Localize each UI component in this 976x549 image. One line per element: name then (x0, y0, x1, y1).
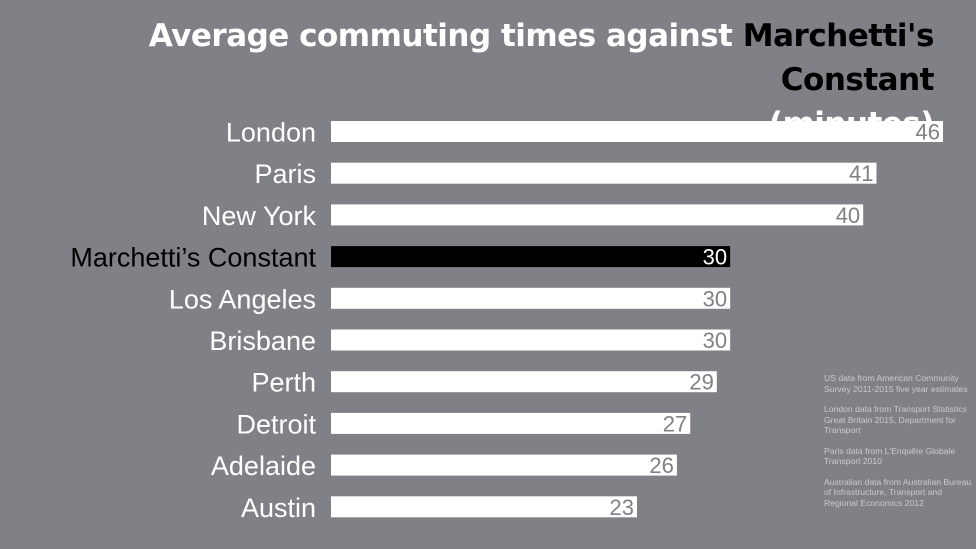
bar-row: London 46 (226, 118, 943, 148)
category-label: New York (202, 201, 317, 231)
bar (331, 496, 637, 518)
bar-value-label: 41 (849, 161, 873, 186)
bar (331, 162, 877, 184)
source-note: Paris data from L'Enquête Globale Transp… (824, 445, 956, 467)
bar-row: Los Angeles 30 (169, 284, 731, 314)
bar-row: Brisbane 30 (209, 326, 731, 356)
category-label: Austin (241, 493, 316, 523)
category-label: Detroit (236, 409, 316, 439)
bar (331, 412, 691, 434)
bar-row: Marchetti’s Constant 30 (70, 243, 731, 273)
bar (331, 287, 731, 309)
category-label: Brisbane (209, 326, 316, 356)
source-note: Australian data from Australian Bureau o… (824, 476, 972, 508)
source-notes: US data from American Community Survey 2… (824, 373, 974, 518)
bar-value-label: 23 (610, 495, 634, 520)
bar-value-label: 29 (689, 370, 713, 395)
bar-row: Austin 23 (241, 493, 637, 523)
bar-value-label: 40 (836, 203, 860, 228)
bar (331, 454, 677, 476)
source-note: US data from American Community Survey 2… (824, 373, 968, 394)
bar (331, 371, 717, 393)
title-text: Average commuting times against (148, 18, 743, 54)
bar (331, 204, 864, 226)
bar-value-label: 30 (703, 245, 727, 270)
bar-value-label: 30 (703, 328, 727, 353)
bar-row: New York 40 (202, 201, 864, 231)
bar-row: Paris 41 (254, 159, 877, 189)
title-highlight: Marchetti's Constant (742, 18, 935, 98)
bar (331, 246, 731, 268)
bar-value-label: 27 (663, 411, 687, 436)
category-label: Marchetti’s Constant (70, 243, 316, 273)
bar-row: Perth 29 (251, 368, 717, 398)
category-label: Adelaide (211, 451, 316, 481)
bar (331, 329, 731, 351)
category-label: Perth (251, 368, 316, 398)
source-note: London data from Transport Statistics Gr… (824, 404, 967, 435)
bar-row: Detroit 27 (236, 409, 691, 439)
bar-value-label: 46 (916, 120, 940, 145)
category-label: Los Angeles (169, 284, 316, 314)
chart-title: Average commuting times against Marchett… (4, 14, 935, 146)
category-label: Paris (254, 159, 316, 189)
bar-row: Adelaide 26 (211, 451, 677, 481)
bar (331, 121, 943, 142)
bar-value-label: 30 (703, 286, 727, 311)
bar-value-label: 26 (649, 453, 673, 478)
category-label: London (226, 118, 316, 148)
